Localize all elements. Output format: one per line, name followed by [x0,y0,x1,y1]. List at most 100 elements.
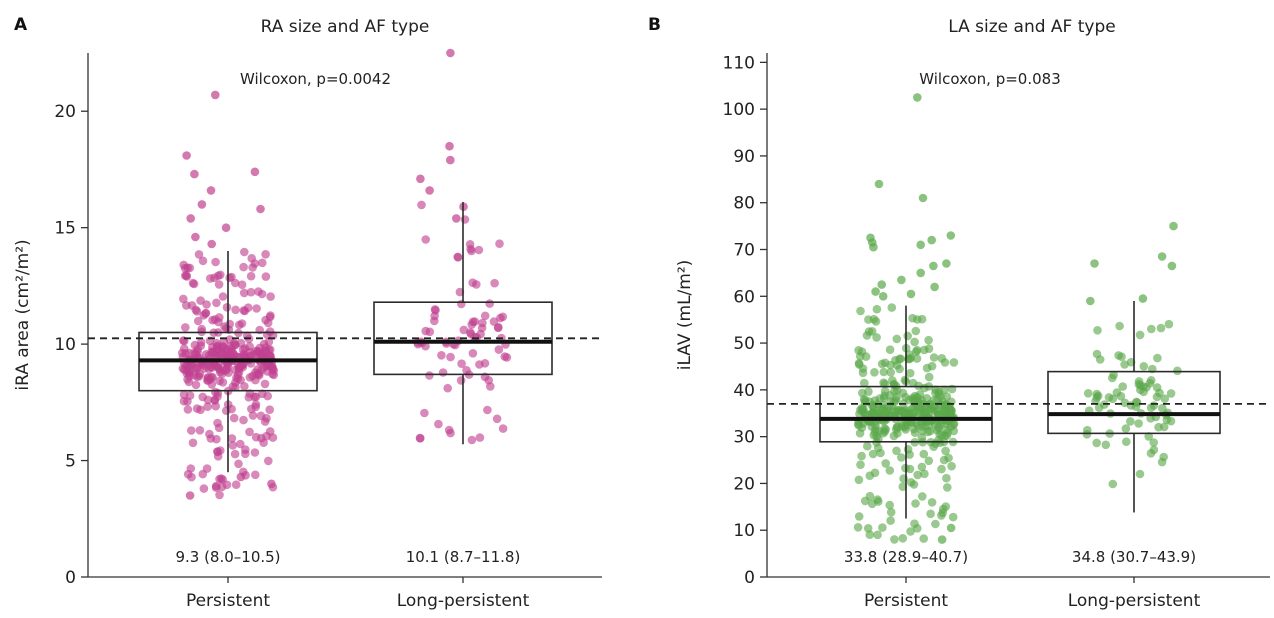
data-point [207,239,216,249]
data-point [942,259,951,268]
data-point [1156,323,1166,333]
y-tick-label: 10 [54,335,76,355]
data-point [205,429,214,439]
data-point [872,333,881,342]
data-point [885,466,895,475]
data-point [1147,324,1156,334]
data-point [920,469,929,479]
summary-label: 33.8 (28.9–40.7) [844,548,968,566]
data-point [911,499,920,508]
data-point [231,480,241,490]
data-point [239,349,248,359]
data-point [1134,419,1143,428]
data-point [1166,389,1176,398]
data-point [1092,438,1101,448]
data-point [1145,378,1155,388]
data-point [941,446,950,456]
data-point [459,325,469,335]
data-point [239,288,249,298]
y-tick-label: 0 [65,568,76,588]
data-point [455,287,465,297]
data-point [460,215,470,224]
data-point [912,354,922,363]
data-point [1173,366,1182,376]
data-point [949,358,959,367]
data-point [256,411,266,421]
data-point [231,365,240,375]
y-tick-label: 40 [733,381,755,401]
y-tick-label: 110 [723,53,755,73]
data-point [864,315,873,324]
wilcoxon-annotation: Wilcoxon, p=0.0042 [240,70,391,88]
data-point [881,459,890,468]
data-point [873,495,882,504]
data-point [949,420,958,430]
data-point [1157,457,1167,467]
data-point [264,456,273,466]
y-tick-label: 70 [733,241,755,261]
data-point [877,359,887,369]
data-point [228,441,238,450]
data-point [946,523,956,533]
data-point [261,272,271,281]
data-point [219,366,228,375]
data-point [221,324,231,333]
data-point [1149,438,1158,447]
data-point [213,341,222,351]
data-point [869,242,878,252]
data-point [468,349,478,358]
data-point [859,408,868,417]
data-point [913,315,922,324]
data-point [878,292,888,301]
data-point [240,382,249,391]
data-point [918,193,928,203]
y-tick-label: 15 [54,219,76,239]
data-point [916,268,925,278]
y-tick-label: 50 [733,334,755,354]
data-point [885,345,895,355]
data-point [895,364,904,374]
data-point [227,434,237,443]
data-point [252,304,261,313]
data-point [191,305,201,315]
data-point [218,378,228,387]
data-point [1146,403,1156,413]
data-point [1104,393,1114,402]
data-point [183,405,193,414]
data-point [261,250,270,259]
data-point [1083,389,1093,398]
data-point [251,349,260,359]
chart-panel-b: B LA size and AF type 0 10 20 30 40 50 60 70 80 90 1… [648,15,1270,611]
data-point [865,530,875,539]
data-point [248,411,258,420]
data-point [211,481,221,491]
data-point [1157,252,1167,261]
data-point [202,300,211,309]
data-point [868,449,878,459]
data-point [185,371,194,381]
data-point [864,387,873,396]
data-point [185,348,194,358]
data-point [197,200,207,209]
data-point [1164,319,1174,329]
data-point [218,292,228,301]
data-point [267,362,277,372]
data-point [191,380,201,390]
data-point [937,354,947,363]
data-point [887,303,897,312]
data-point [250,392,259,402]
data-point [854,475,864,485]
data-point [872,304,882,314]
data-point [931,439,940,449]
data-point [239,262,248,272]
data-point [485,299,495,308]
data-point [917,462,927,472]
data-point [878,523,887,532]
y-tick-label: 90 [733,147,755,167]
data-point [243,303,253,313]
data-point [924,456,934,466]
data-point [886,516,895,525]
data-point [192,404,202,413]
data-point [216,270,225,280]
data-point [905,450,914,459]
